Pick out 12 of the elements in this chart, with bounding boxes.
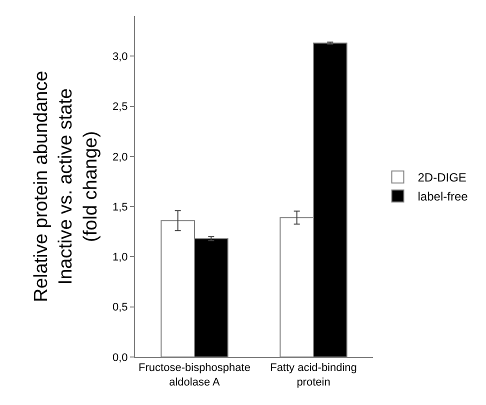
y-tick-label: 2,5 (112, 101, 128, 114)
y-tick-label: 1,0 (112, 252, 128, 264)
y-tick-label: 1,5 (112, 201, 128, 214)
y-tick-label: 3,0 (112, 50, 128, 63)
x-tick-label: Fructose-bisphosphate aldolase A (138, 362, 250, 388)
y-axis-title: Relative protein abundance Inactive vs. active state (fold change) (30, 70, 102, 302)
y-tick-label: 0,5 (112, 302, 128, 314)
legend-label: label-free (418, 190, 468, 204)
x-tick-label: Fatty acid-binding protein (270, 362, 357, 388)
y-tick-label: 0,0 (112, 352, 128, 364)
y-tick-label: 2,0 (112, 151, 128, 164)
legend-label: 2D-DIGE (418, 170, 466, 185)
